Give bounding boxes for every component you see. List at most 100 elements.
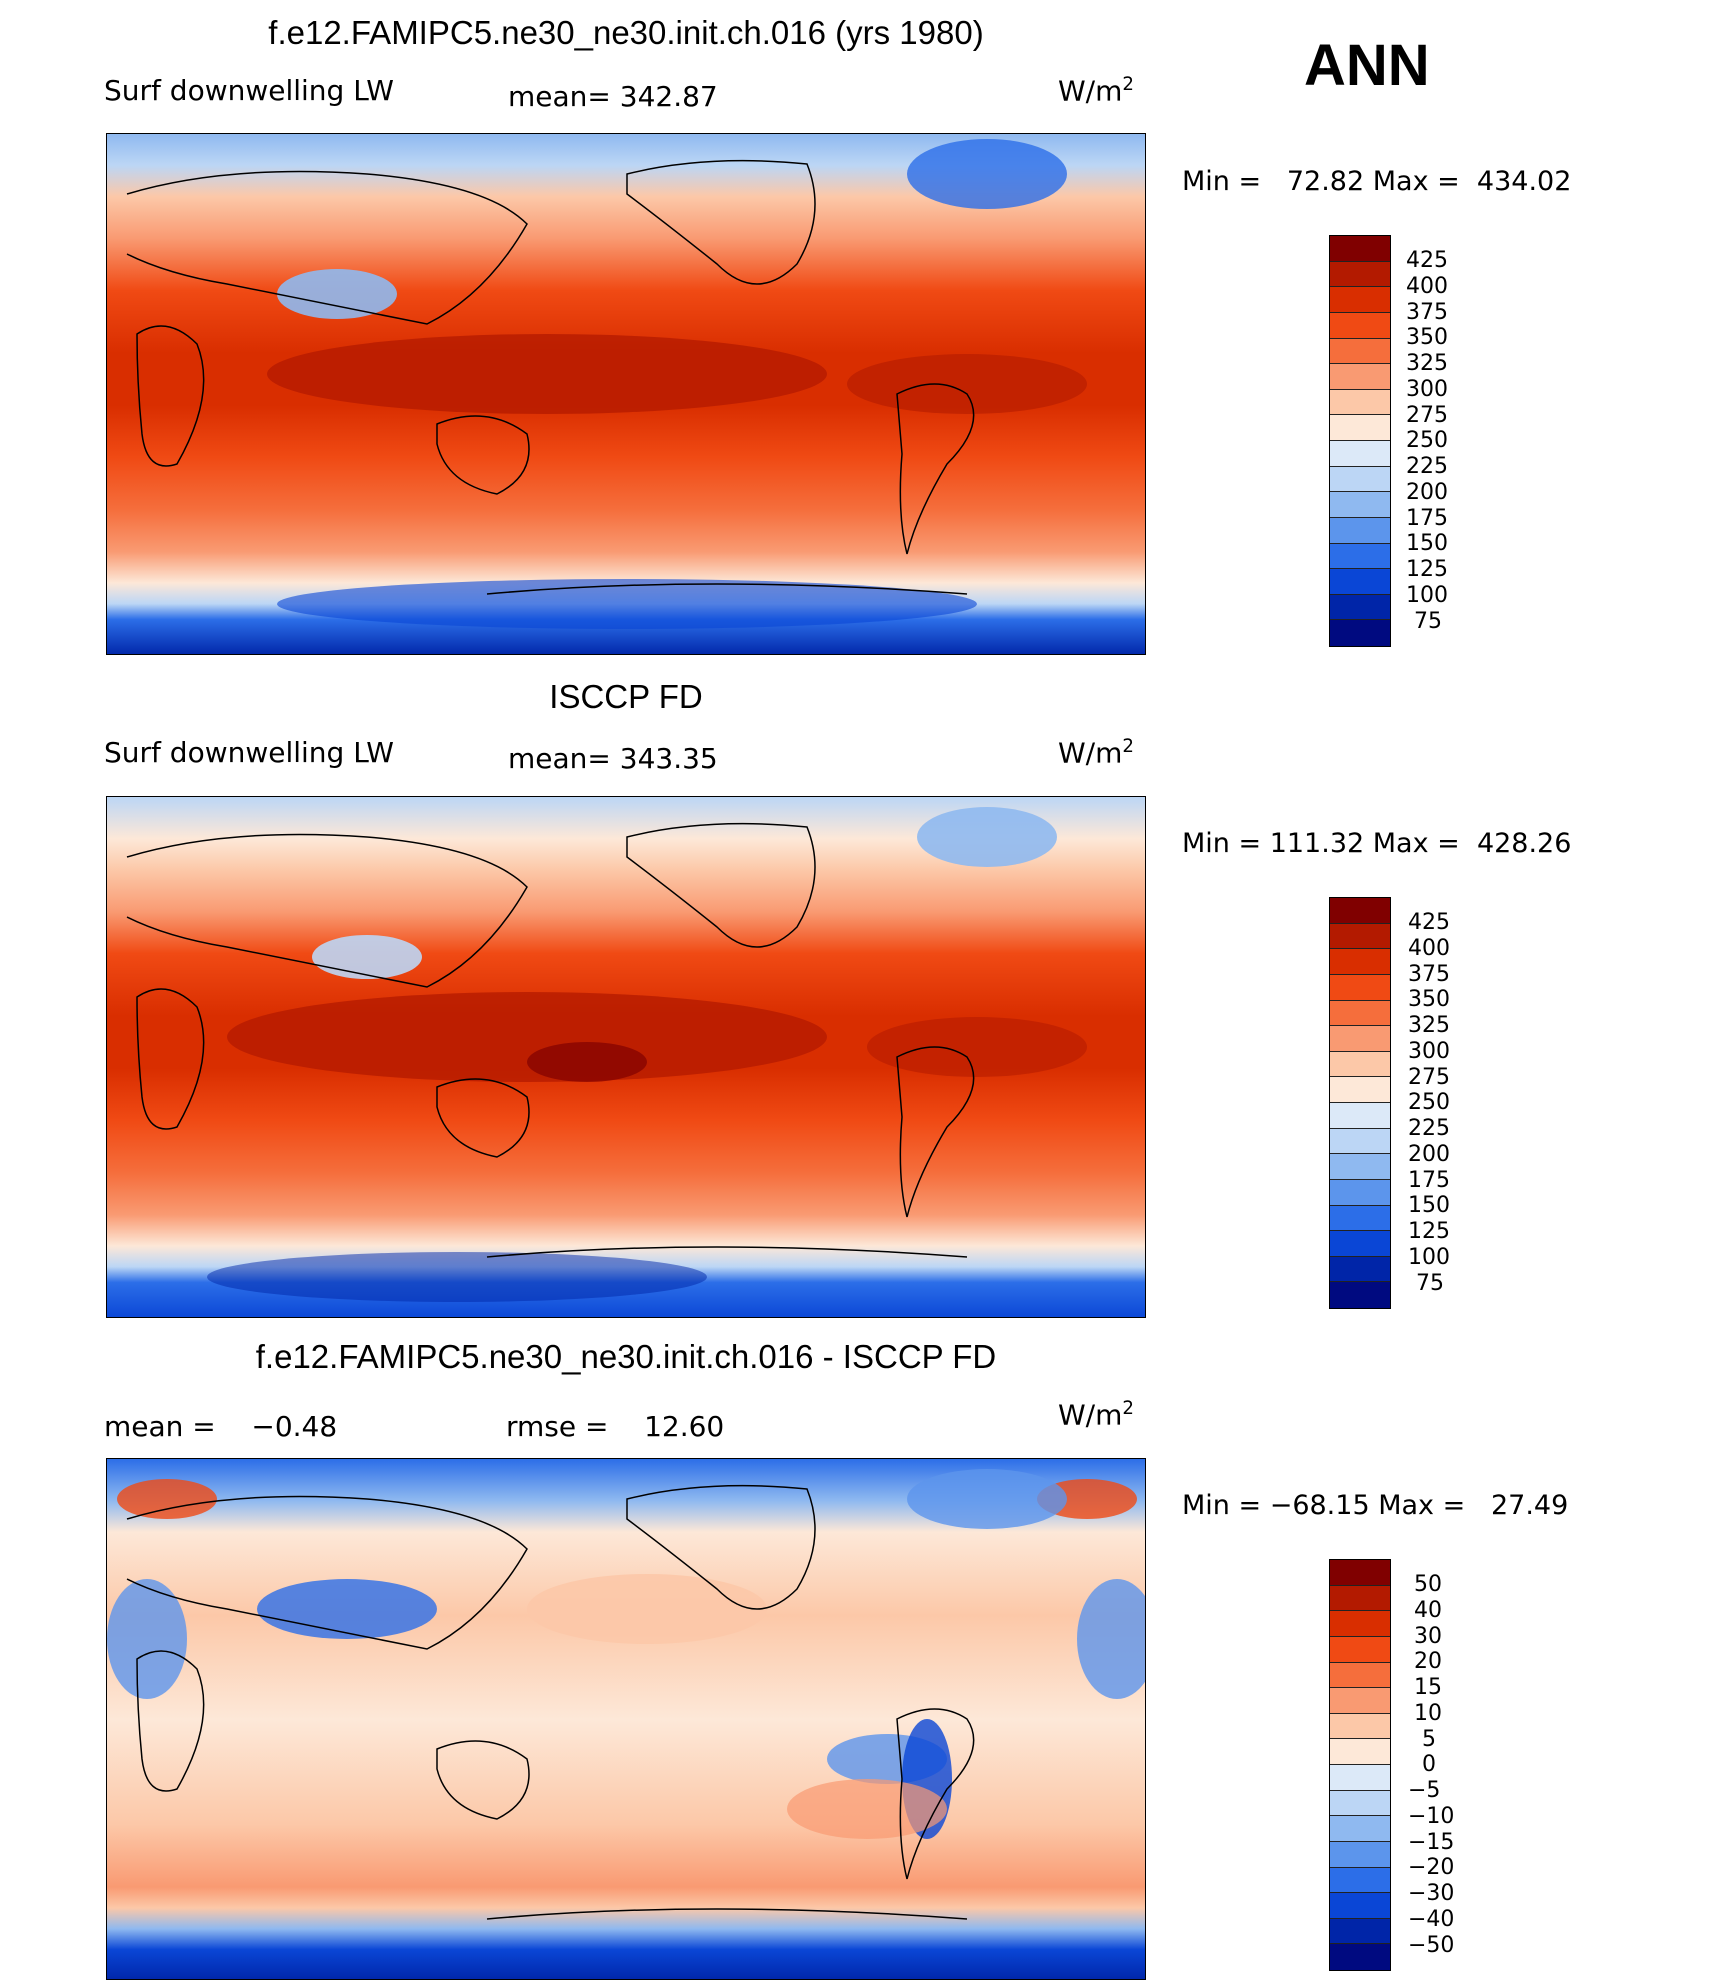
colorbar-tick-label: 300 [1408,1039,1450,1064]
colorbar-swatch [1330,974,1390,1001]
panel3-units-label: W/m2 [1058,1398,1134,1432]
colorbar-tick-label: 100 [1408,1245,1450,1270]
colorbar-swatch [1330,287,1390,313]
colorbar-swatch [1330,1077,1390,1103]
colorbar-tick-label: 400 [1406,274,1448,299]
colorbar-tick-label: 425 [1406,248,1448,273]
colorbar-tick-label: 150 [1406,531,1448,556]
panel2-minmax-label: Min = 111.32 Max = 428.26 [1182,828,1572,859]
colorbar-tick-label: 225 [1408,1116,1450,1141]
colorbar-swatch [1330,949,1390,975]
colorbar-swatch [1330,364,1390,390]
colorbar-swatch [1330,620,1390,646]
colorbar-swatch [1330,1154,1390,1180]
colorbar-swatch [1330,1000,1390,1027]
panel1-map [106,133,1146,655]
colorbar-swatch [1330,1790,1390,1817]
colorbar-swatch [1330,1103,1390,1129]
colorbar-tick-label: 125 [1408,1219,1450,1244]
colorbar-tick-label: 175 [1406,506,1448,531]
colorbar-tick-label: −15 [1408,1830,1455,1855]
colorbar-tick-label: 400 [1408,936,1450,961]
panel3-rmse-label: rmse = 12.60 [506,1410,725,1443]
panel2-colorbar [1329,897,1391,1309]
colorbar-tick-label: 200 [1406,480,1448,505]
colorbar-tick-label: 5 [1422,1727,1436,1752]
panel1-units-label: W/m2 [1058,74,1134,108]
colorbar-swatch [1330,1611,1390,1637]
panel3-map [106,1458,1146,1980]
colorbar-tick-label: 30 [1414,1624,1442,1649]
colorbar-tick-label: 100 [1406,583,1448,608]
colorbar-swatch [1330,1205,1390,1232]
colorbar-swatch [1330,1662,1390,1689]
colorbar-swatch [1330,517,1390,544]
colorbar-swatch [1330,415,1390,441]
colorbar-swatch [1330,1256,1390,1283]
panel3-title: f.e12.FAMIPC5.ne30_ne30.init.ch.016 - IS… [255,1338,997,1375]
panel3-mean-label: mean = −0.48 [104,1410,338,1443]
colorbar-tick-label: 75 [1414,609,1442,634]
colorbar-swatch [1330,1739,1390,1765]
colorbar-swatch [1330,1636,1390,1663]
colorbar-swatch [1330,1026,1390,1052]
panel3-colorbar-labels: 50 40 30 20 15 10 5 0 −5 −10 −15 −20 −30… [1408,1559,1488,1971]
colorbar-swatch [1330,389,1390,416]
colorbar-swatch [1330,1282,1390,1308]
panel2-title: ISCCP FD [549,678,703,715]
colorbar-swatch [1330,1231,1390,1257]
colorbar-swatch [1330,1867,1390,1894]
colorbar-tick-label: 0 [1422,1752,1436,1777]
colorbar-swatch [1330,1128,1390,1155]
colorbar-tick-label: 40 [1414,1598,1442,1623]
panel1-title: f.e12.FAMIPC5.ne30_ne30.init.ch.016 (yrs… [268,14,984,51]
panel1-variable-label: Surf downwelling LW [104,74,394,107]
colorbar-swatch [1330,1713,1390,1740]
colorbar-swatch [1330,594,1390,621]
colorbar-swatch [1330,312,1390,339]
panel2-mean-label: mean= 343.35 [508,742,718,775]
colorbar-tick-label: 325 [1406,351,1448,376]
colorbar-tick-label: 275 [1406,403,1448,428]
colorbar-swatch [1330,1816,1390,1842]
colorbar-swatch [1330,1944,1390,1970]
colorbar-tick-label: 20 [1414,1649,1442,1674]
colorbar-swatch [1330,1688,1390,1714]
colorbar-tick-label: 250 [1408,1090,1450,1115]
colorbar-tick-label: 350 [1408,987,1450,1012]
colorbar-tick-label: 15 [1414,1675,1442,1700]
colorbar-tick-label: 275 [1408,1065,1450,1090]
colorbar-swatch [1330,1918,1390,1945]
colorbar-tick-label: 10 [1414,1701,1442,1726]
colorbar-swatch [1330,261,1390,288]
panel1-minmax-label: Min = 72.82 Max = 434.02 [1182,166,1572,197]
colorbar-swatch [1330,492,1390,518]
colorbar-tick-label: 75 [1416,1271,1444,1296]
colorbar-tick-label: 200 [1408,1142,1450,1167]
colorbar-swatch [1330,898,1390,924]
colorbar-tick-label: −10 [1408,1804,1455,1829]
colorbar-tick-label: −20 [1408,1855,1455,1880]
panel1-colorbar [1329,235,1391,647]
colorbar-tick-label: 50 [1414,1572,1442,1597]
colorbar-tick-label: 250 [1406,428,1448,453]
colorbar-swatch [1330,923,1390,950]
colorbar-tick-label: 375 [1406,300,1448,325]
panel2-units-label: W/m2 [1058,736,1134,770]
panel2-colorbar-labels: 425 400 375 350 325 300 275 250 225 200 … [1408,897,1488,1309]
colorbar-swatch [1330,466,1390,493]
panel2-map [106,796,1146,1318]
colorbar-tick-label: 375 [1408,962,1450,987]
colorbar-swatch [1330,338,1390,365]
colorbar-tick-label: 150 [1408,1193,1450,1218]
panel2-variable-label: Surf downwelling LW [104,736,394,769]
colorbar-swatch [1330,1893,1390,1919]
colorbar-tick-label: 325 [1408,1013,1450,1038]
colorbar-tick-label: 175 [1408,1168,1450,1193]
colorbar-swatch [1330,1051,1390,1078]
colorbar-swatch [1330,1765,1390,1791]
colorbar-swatch [1330,543,1390,570]
colorbar-tick-label: 350 [1406,325,1448,350]
colorbar-tick-label: −50 [1408,1933,1455,1958]
colorbar-swatch [1330,1179,1390,1206]
